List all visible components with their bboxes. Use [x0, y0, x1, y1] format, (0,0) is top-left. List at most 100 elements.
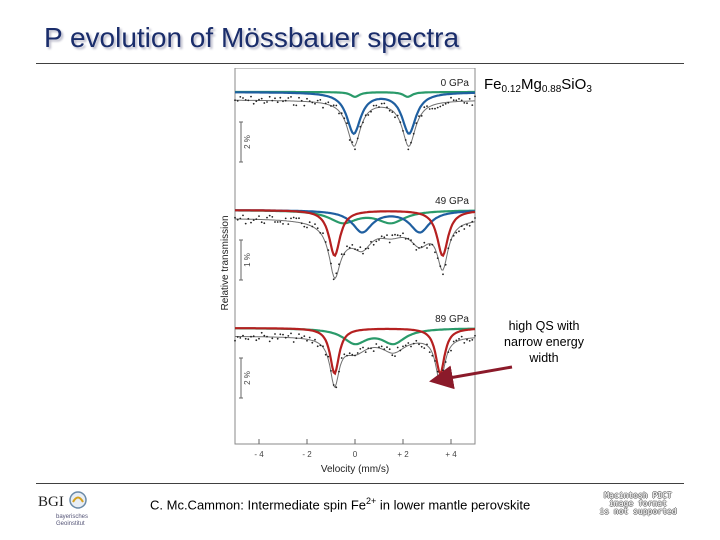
data-point — [420, 345, 423, 348]
data-point — [402, 232, 404, 235]
data-point — [428, 351, 431, 353]
data-point — [242, 334, 244, 337]
data-point — [439, 105, 442, 108]
data-point — [362, 252, 364, 255]
data-point — [306, 339, 308, 342]
data-point — [330, 370, 332, 372]
data-point — [340, 112, 343, 115]
scale-label: 2 % — [243, 135, 252, 149]
data-point — [370, 110, 372, 113]
data-point — [396, 346, 399, 349]
data-point — [242, 97, 244, 99]
data-point — [284, 99, 287, 102]
bgi-logo-sub2: Geoinstitut — [56, 521, 85, 527]
data-point — [290, 96, 292, 98]
data-point — [247, 99, 250, 102]
data-point — [410, 345, 412, 348]
data-point — [282, 100, 284, 103]
data-point — [255, 339, 258, 342]
data-point — [434, 360, 436, 362]
data-point — [244, 99, 247, 101]
data-point — [319, 232, 322, 234]
data-point — [282, 223, 284, 225]
data-point — [364, 351, 367, 353]
data-point — [375, 343, 378, 345]
data-point — [346, 122, 348, 125]
pressure-label: 49 GPa — [435, 196, 469, 207]
plot-frame — [234, 68, 476, 445]
data-point — [447, 247, 450, 250]
data-point — [298, 333, 300, 335]
data-point — [287, 335, 290, 337]
data-point — [466, 223, 468, 226]
data-point — [268, 214, 271, 217]
formula-part: 0.12 — [501, 84, 521, 95]
data-point — [356, 352, 359, 354]
data-point — [468, 98, 471, 100]
data-point — [463, 342, 466, 344]
data-point — [330, 105, 332, 107]
data-point — [362, 346, 364, 349]
data-point — [436, 106, 439, 109]
formula-part: Mg — [520, 76, 542, 93]
data-point — [292, 104, 295, 106]
data-point — [255, 100, 258, 103]
data-point — [460, 225, 463, 228]
pict-unsupported-notice: Macintosh PICT image format is not suppo… — [588, 492, 688, 516]
data-point — [452, 234, 455, 237]
mossbauer-spectra-figure: - 4 - 2 0 + 2 + 4 Velocity (mm/s) Relative tra… — [220, 68, 476, 475]
data-point — [426, 247, 428, 249]
data-point — [250, 221, 252, 224]
data-point — [370, 347, 372, 350]
caption-post: in lower mantle perovskite — [376, 497, 531, 513]
data-point — [428, 244, 431, 246]
data-point — [236, 218, 239, 221]
data-point — [340, 357, 343, 359]
data-point — [303, 225, 306, 228]
data-point — [292, 216, 295, 219]
data-point — [380, 235, 383, 238]
data-point — [375, 240, 378, 243]
data-point — [404, 139, 407, 141]
data-point — [239, 96, 242, 98]
data-point — [287, 223, 290, 226]
bgi-logo-subtitle: bayerisches Geoinstitut — [56, 514, 88, 528]
data-point — [370, 240, 372, 243]
data-point — [271, 216, 274, 218]
data-point — [423, 241, 426, 244]
data-point — [282, 333, 284, 336]
x-tick-label: + 4 — [445, 450, 457, 459]
data-point — [380, 345, 383, 348]
data-point — [247, 338, 250, 341]
data-point — [474, 95, 476, 98]
component-doublet-3 — [234, 209, 476, 258]
data-point — [372, 350, 375, 352]
bgi-logo-sub1: bayerisches — [56, 514, 89, 520]
data-point — [455, 339, 458, 342]
data-point — [332, 104, 335, 107]
data-point — [316, 99, 319, 102]
data-point — [442, 273, 444, 276]
data-point — [399, 234, 402, 237]
data-point — [303, 104, 306, 107]
data-point — [351, 244, 354, 246]
pressure-label: 0 GPa — [441, 78, 470, 89]
data-point — [295, 337, 298, 340]
data-point — [436, 370, 439, 373]
data-point — [431, 243, 434, 246]
data-point — [394, 355, 396, 357]
data-point — [340, 253, 343, 256]
data-point — [471, 220, 474, 223]
data-point — [423, 106, 426, 109]
data-point — [442, 369, 444, 372]
data-point — [300, 222, 303, 225]
data-point — [276, 337, 279, 340]
data-point — [367, 247, 370, 250]
data-point — [295, 104, 298, 107]
data-point — [258, 337, 260, 340]
data-point — [439, 265, 442, 268]
component-doublet-2 — [235, 327, 476, 377]
data-point — [386, 106, 388, 109]
data-point — [244, 222, 247, 225]
data-point — [364, 114, 367, 117]
